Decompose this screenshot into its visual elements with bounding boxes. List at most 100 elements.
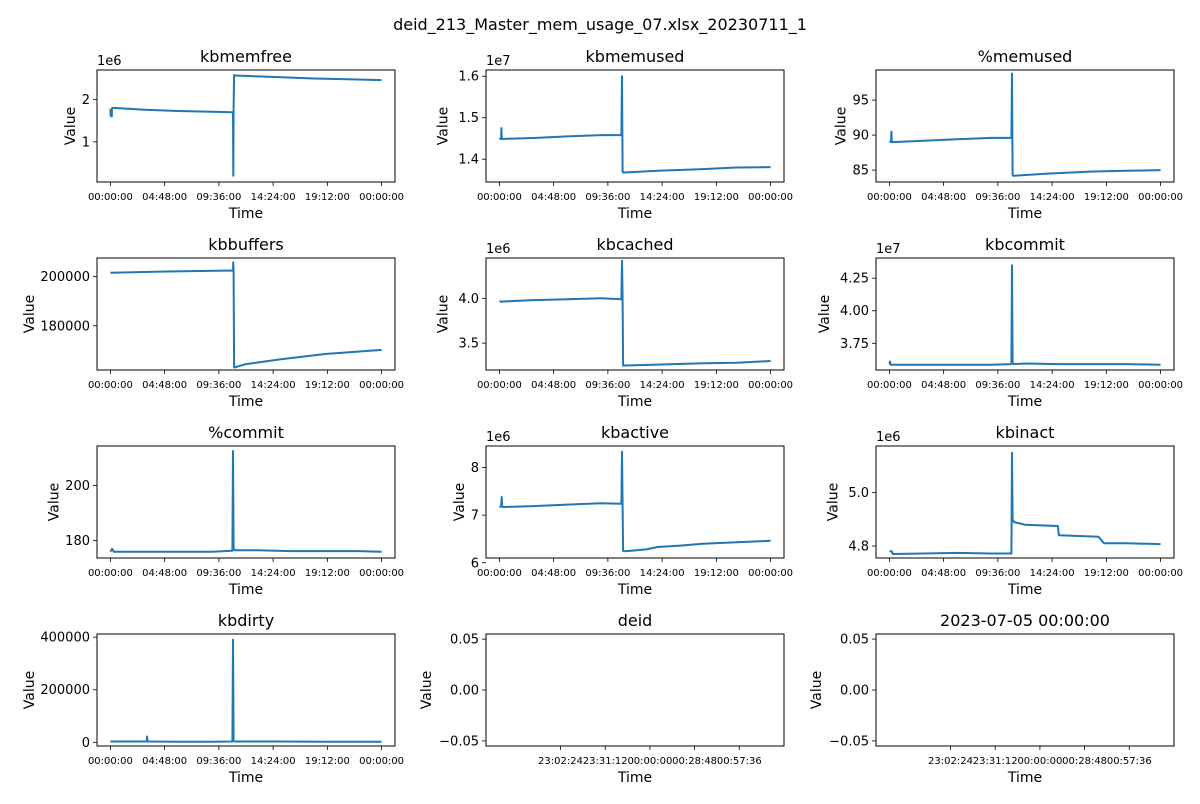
- x-tick-label: 14:24:00: [640, 380, 685, 391]
- x-tick-label: 00:00:00: [359, 756, 404, 767]
- y-axis-label: Value: [817, 295, 833, 333]
- y-axis-label: Value: [22, 671, 38, 709]
- subplot-10: kbdirty 00:00:00 04:48:00 09:36:00 14:24:00 1…: [22, 611, 404, 786]
- y-tick-label: 5.0: [848, 486, 869, 501]
- axes-frame: [96, 69, 396, 183]
- x-axis-label: Time: [228, 394, 263, 410]
- y-axis-label: Value: [834, 107, 850, 145]
- subplot-title: kbactive: [601, 423, 669, 442]
- x-tick-label: 14:24:00: [251, 568, 296, 579]
- subplot-5: kbcached 1e6 00:00:00 04:48:00 09:36:00 14:24…: [435, 235, 793, 410]
- x-tick-label: 00:00:00: [88, 756, 133, 767]
- x-tick-label: 09:36:00: [196, 380, 241, 391]
- x-tick-label: 04:48:00: [921, 192, 966, 203]
- y-tick-label: −0.05: [439, 734, 479, 749]
- x-tick-label: 04:48:00: [531, 568, 576, 579]
- axis-offset-text: 1e6: [486, 242, 511, 257]
- x-tick-label: 19:12:00: [1084, 380, 1129, 391]
- axes-frame: [875, 633, 1175, 747]
- axis-offset-text: 1e6: [97, 54, 122, 69]
- axes-frame: [96, 257, 396, 371]
- subplot-7: %commit 00:00:00 04:48:00 09:36:00 14:24:00 1…: [46, 423, 404, 598]
- axes-frame: [485, 633, 785, 747]
- series-line-1: [888, 264, 1161, 366]
- y-tick-label: 85: [852, 164, 869, 179]
- y-tick-label: 0.00: [450, 684, 479, 699]
- subplot-3: %memused 00:00:00 04:48:00 09:36:00 14:24:00…: [834, 47, 1183, 222]
- subplot-12: 2023-07-05 00:00:00 23:02:24 23:31:12 00:00…: [809, 611, 1175, 786]
- x-tick-label: 00:00:00: [1138, 192, 1183, 203]
- x-axis-label: Time: [1007, 582, 1042, 598]
- series-line-1: [110, 638, 382, 743]
- x-tick-label: 00:00:00: [748, 568, 793, 579]
- subplot-8: kbactive 1e6 00:00:00 04:48:00 09:36:00 14:24…: [452, 423, 793, 598]
- subplot-title: 2023-07-05 00:00:00: [940, 611, 1110, 630]
- series-line-1: [109, 450, 382, 553]
- subplot-title: deid: [618, 611, 653, 630]
- x-tick-label: 00:00:00: [88, 192, 133, 203]
- y-tick-label: 4.25: [840, 272, 869, 287]
- subplot-title: kbinact: [996, 423, 1055, 442]
- y-tick-label: 0.00: [840, 684, 869, 699]
- axes-frame: [485, 257, 785, 371]
- series-line-1: [110, 261, 382, 369]
- x-tick-label: 00:00:00: [1138, 568, 1183, 579]
- x-tick-label: 00:57:36: [717, 756, 762, 767]
- x-tick-label: 00:00:00: [88, 380, 133, 391]
- x-tick-label: 00:00:00: [477, 568, 522, 579]
- x-tick-label: 00:00:00: [748, 192, 793, 203]
- y-tick-label: 1: [82, 135, 90, 150]
- x-axis-label: Time: [228, 582, 263, 598]
- x-axis-label: Time: [1007, 394, 1042, 410]
- x-tick-label: 14:24:00: [1030, 192, 1075, 203]
- x-tick-label: 00:00:00: [359, 192, 404, 203]
- x-axis-label: Time: [617, 394, 652, 410]
- series-line-1: [889, 72, 1161, 177]
- subplot-9: kbinact 1e6 00:00:00 04:48:00 09:36:00 14:24:…: [825, 423, 1183, 598]
- x-tick-label: 00:00:00: [1138, 380, 1183, 391]
- y-tick-label: 0.05: [840, 633, 869, 648]
- y-tick-label: 180: [65, 534, 90, 549]
- x-tick-label: 09:36:00: [196, 192, 241, 203]
- x-tick-label: 23:31:12: [583, 756, 628, 767]
- subplot-title: kbdirty: [218, 611, 274, 630]
- x-axis-label: Time: [617, 770, 652, 786]
- x-tick-label: 19:12:00: [694, 380, 739, 391]
- subplot-4: kbbuffers 00:00:00 04:48:00 09:36:00 14:24:0…: [22, 235, 404, 410]
- x-tick-label: 00:00:00: [477, 192, 522, 203]
- x-tick-label: 09:36:00: [975, 380, 1020, 391]
- y-tick-label: 180000: [40, 319, 90, 334]
- y-tick-label: −0.05: [829, 734, 869, 749]
- subplot-title: kbmemfree: [200, 47, 292, 66]
- x-tick-label: 04:48:00: [921, 380, 966, 391]
- series-line-1: [499, 450, 771, 553]
- y-tick-label: 7: [471, 509, 479, 524]
- x-tick-label: 19:12:00: [305, 192, 350, 203]
- y-tick-label: 1.5: [458, 111, 479, 126]
- axes-frame: [96, 633, 396, 747]
- x-tick-label: 09:36:00: [196, 756, 241, 767]
- x-tick-label: 04:48:00: [531, 192, 576, 203]
- x-tick-label: 09:36:00: [585, 380, 630, 391]
- axis-offset-text: 1e7: [486, 54, 511, 69]
- y-tick-label: 400000: [40, 631, 90, 646]
- x-axis-label: Time: [228, 770, 263, 786]
- subplot-1: kbmemfree 1e6 00:00:00 04:48:00 09:36:00 14:2…: [63, 47, 404, 222]
- subplot-2: kbmemused 1e7 00:00:00 04:48:00 09:36:00 14:2…: [435, 47, 793, 222]
- series-line-1: [109, 74, 382, 177]
- y-tick-label: 3.75: [840, 337, 869, 352]
- series-line-1: [499, 259, 771, 367]
- x-tick-label: 04:48:00: [531, 380, 576, 391]
- y-tick-label: 4.8: [848, 540, 869, 555]
- x-tick-label: 19:12:00: [694, 568, 739, 579]
- y-tick-label: 4.00: [840, 304, 869, 319]
- x-axis-label: Time: [228, 206, 263, 222]
- x-tick-label: 00:00:00: [1017, 756, 1062, 767]
- subplot-title: %commit: [208, 423, 284, 442]
- x-tick-label: 14:24:00: [1030, 380, 1075, 391]
- x-tick-label: 00:00:00: [867, 192, 912, 203]
- axes-frame: [485, 445, 785, 559]
- subplot-title: kbbuffers: [208, 235, 284, 254]
- y-tick-label: 3.5: [458, 337, 479, 352]
